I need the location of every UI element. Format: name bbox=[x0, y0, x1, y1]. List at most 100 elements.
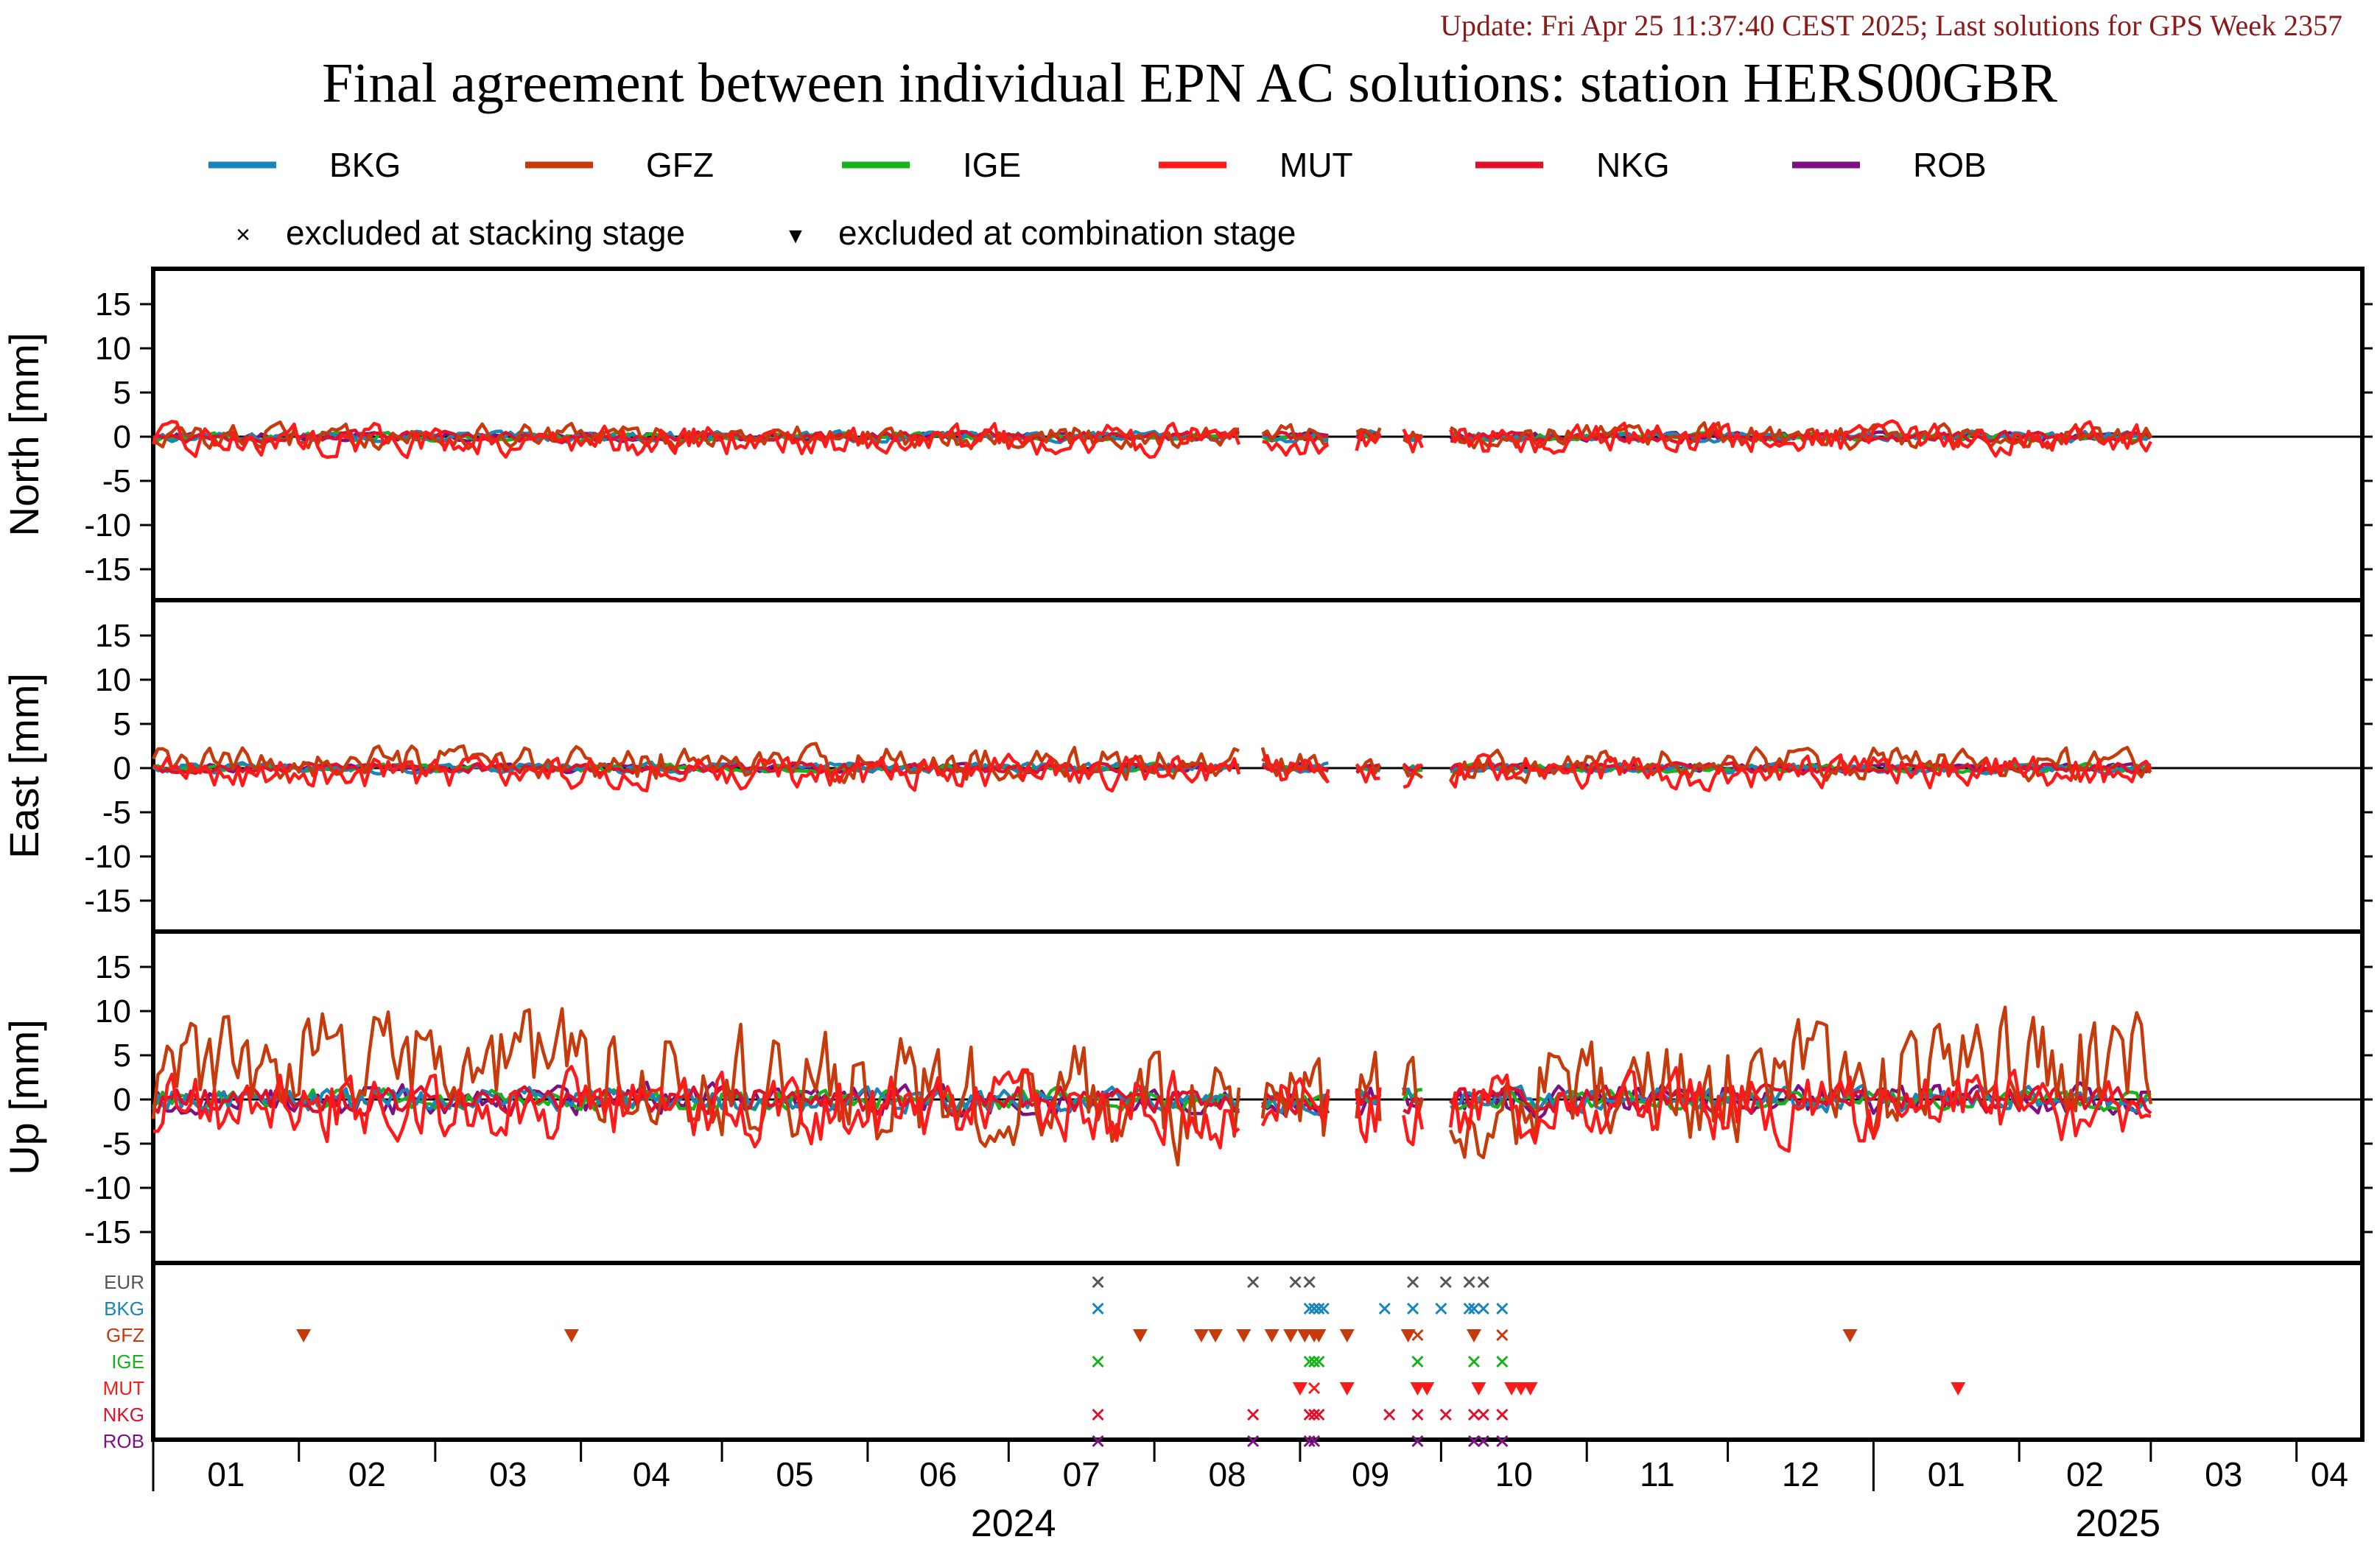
stacking-exclusion-mark bbox=[1303, 1435, 1316, 1448]
x-month-label: 07 bbox=[1063, 1455, 1101, 1493]
stacking-exclusion-mark bbox=[1303, 1355, 1316, 1368]
combination-exclusion-mark bbox=[1339, 1382, 1355, 1396]
x-month-label: 06 bbox=[919, 1455, 957, 1493]
stacking-exclusion-mark bbox=[1247, 1435, 1260, 1448]
stacking-exclusion-mark bbox=[1317, 1302, 1330, 1315]
combination-exclusion-mark bbox=[1400, 1329, 1416, 1342]
exclusion-frame bbox=[151, 1261, 2365, 1442]
stacking-exclusion-mark bbox=[1439, 1408, 1452, 1421]
y-axis-label: Up [mm] bbox=[1, 1019, 47, 1175]
stacking-exclusion-mark bbox=[1308, 1408, 1321, 1421]
y-tick-label: 5 bbox=[113, 375, 131, 411]
update-line: Update: Fri Apr 25 11:37:40 CEST 2025; L… bbox=[1440, 9, 2342, 42]
combination-exclusion-mark bbox=[1208, 1329, 1224, 1342]
y-tick-label: 15 bbox=[95, 286, 131, 323]
legend-label-ige: IGE bbox=[963, 146, 1021, 184]
legend-label-nkg: NKG bbox=[1596, 146, 1670, 184]
x-month-label: 03 bbox=[489, 1455, 527, 1493]
y-tick-label: 0 bbox=[113, 1082, 131, 1118]
exclusion-row-label: MUT bbox=[103, 1377, 144, 1399]
combination-exclusion-mark bbox=[1236, 1329, 1252, 1342]
legend: BKG GFZ IGE MUT NKG ROB × excluded at stacking … bbox=[208, 146, 1987, 252]
y-tick-label: 10 bbox=[95, 993, 131, 1030]
stacking-exclusion-mark bbox=[1463, 1275, 1475, 1289]
stacking-exclusion-mark bbox=[1467, 1302, 1481, 1315]
legend-label-rob: ROB bbox=[1913, 146, 1987, 184]
stacking-exclusion-mark bbox=[1092, 1275, 1104, 1289]
series-line-nkg bbox=[152, 1083, 2152, 1117]
stacking-exclusion-mark bbox=[1313, 1355, 1325, 1368]
y-tick-label: 10 bbox=[95, 331, 131, 367]
stacking-exclusion-mark bbox=[1313, 1302, 1325, 1315]
stacking-exclusion-mark bbox=[1467, 1435, 1481, 1448]
x-month-label: 02 bbox=[348, 1455, 386, 1493]
exclusion-row-label: IGE bbox=[111, 1351, 144, 1373]
stacking-exclusion-mark bbox=[1308, 1435, 1321, 1448]
y-tick-label: -10 bbox=[84, 839, 131, 875]
combination-exclusion-mark bbox=[1504, 1382, 1520, 1396]
stacking-exclusion-mark bbox=[1308, 1355, 1321, 1368]
x-month-label: 05 bbox=[776, 1455, 813, 1493]
combination-exclusion-mark bbox=[1410, 1382, 1425, 1396]
stacking-exclusion-mark bbox=[1313, 1408, 1325, 1421]
combination-exclusion-mark bbox=[1467, 1329, 1482, 1342]
x-month-label: 10 bbox=[1495, 1455, 1533, 1493]
combination-exclusion-mark bbox=[1132, 1329, 1148, 1342]
stacking-exclusion-mark bbox=[1477, 1408, 1489, 1421]
legend-marker-label: excluded at combination stage bbox=[838, 214, 1296, 252]
stacking-exclusion-mark bbox=[1092, 1302, 1104, 1315]
y-axis-label: East [mm] bbox=[1, 673, 47, 859]
legend-label-bkg: BKG bbox=[329, 146, 401, 184]
y-tick-label: -15 bbox=[84, 1214, 131, 1250]
stacking-exclusion-mark bbox=[1496, 1435, 1509, 1448]
combination-exclusion-mark bbox=[1471, 1382, 1486, 1396]
panel-2: 15 10 5 0 -5 -10 -15 Up [mm] bbox=[1, 929, 2373, 1265]
exclusion-row-label: NKG bbox=[103, 1404, 144, 1426]
y-tick-label: -10 bbox=[84, 1170, 131, 1206]
stacking-exclusion-mark bbox=[1092, 1408, 1104, 1421]
exclusion-row-label: ROB bbox=[103, 1430, 144, 1452]
stacking-exclusion-mark bbox=[1439, 1275, 1452, 1289]
stacking-exclusion-mark bbox=[1247, 1275, 1260, 1289]
y-tick-label: 15 bbox=[95, 618, 131, 654]
stacking-exclusion-mark bbox=[1308, 1382, 1321, 1395]
stacking-exclusion-mark bbox=[1496, 1355, 1509, 1368]
combination-exclusion-mark bbox=[296, 1329, 312, 1342]
x-month-label: 01 bbox=[1928, 1455, 1965, 1493]
x-month-label: 02 bbox=[2066, 1455, 2104, 1493]
y-tick-label: 15 bbox=[95, 949, 131, 985]
combination-exclusion-mark bbox=[1297, 1329, 1313, 1342]
combination-exclusion-mark bbox=[1311, 1329, 1327, 1342]
combination-exclusion-mark bbox=[1292, 1382, 1307, 1396]
combination-exclusion-mark bbox=[1951, 1382, 1966, 1396]
stacking-exclusion-mark bbox=[1411, 1435, 1424, 1448]
stacking-exclusion-mark bbox=[1477, 1435, 1489, 1448]
time-series-panels: 15 10 5 0 -5 -10 -15 North [mm] 15 10 5 0 -5 -10 -15 Ea… bbox=[1, 267, 2373, 1265]
combination-exclusion-mark bbox=[1513, 1382, 1528, 1396]
stacking-exclusion-mark bbox=[1463, 1302, 1475, 1315]
x-month-label: 08 bbox=[1208, 1455, 1246, 1493]
y-tick-label: 5 bbox=[113, 706, 131, 742]
chart-title: Final agreement between individual EPN A… bbox=[322, 52, 2057, 114]
stacking-exclusion-mark bbox=[1303, 1275, 1316, 1289]
series-line-mut bbox=[152, 1065, 2152, 1153]
stacking-exclusion-mark bbox=[1092, 1435, 1104, 1448]
x-year-label: 2024 bbox=[971, 1502, 1056, 1545]
exclusion-row-label: BKG bbox=[104, 1298, 144, 1320]
y-tick-label: 5 bbox=[113, 1038, 131, 1074]
stacking-exclusion-mark bbox=[1303, 1408, 1316, 1421]
stacking-exclusion-mark bbox=[1092, 1355, 1104, 1368]
stacking-exclusion-mark bbox=[1435, 1302, 1447, 1315]
y-tick-label: -5 bbox=[102, 463, 131, 499]
x-month-label: 04 bbox=[2311, 1455, 2348, 1493]
y-tick-label: 0 bbox=[113, 750, 131, 786]
stacking-exclusion-mark bbox=[1411, 1355, 1424, 1368]
stacking-exclusion-mark bbox=[1496, 1408, 1509, 1421]
y-axis-label: North [mm] bbox=[1, 333, 47, 537]
stacking-exclusion-mark bbox=[1496, 1328, 1509, 1342]
stacking-exclusion-mark bbox=[1477, 1275, 1489, 1289]
y-tick-label: 10 bbox=[95, 662, 131, 698]
stacking-exclusion-mark bbox=[1496, 1302, 1509, 1315]
y-tick-label: -5 bbox=[102, 1126, 131, 1162]
